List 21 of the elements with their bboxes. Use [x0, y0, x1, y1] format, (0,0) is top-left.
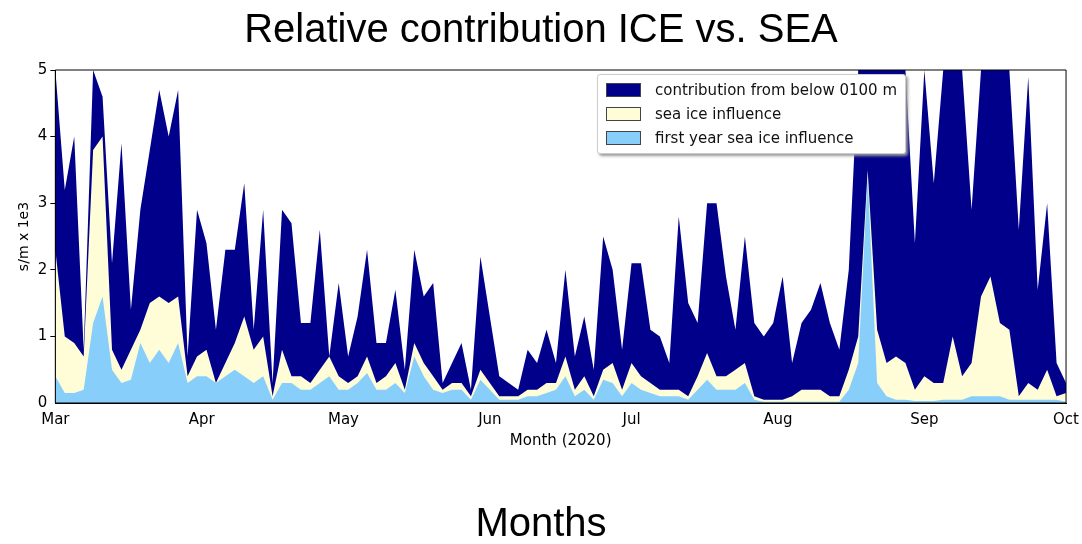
x-tick-label: May: [327, 409, 360, 428]
y-tick-label: 4: [37, 126, 48, 145]
legend-label: first year sea ice influence: [654, 129, 854, 147]
y-tick-label: 0: [37, 392, 48, 411]
y-tick-label: 1: [37, 326, 48, 345]
x-tick-label: Aug: [763, 409, 793, 428]
legend-label: contribution from below 0100 m: [654, 81, 897, 99]
text: Months: [474, 500, 608, 544]
x-tick-label: Jul: [621, 409, 641, 428]
x-axis-title: Month (2020): [509, 430, 612, 449]
y-tick-label: 2: [37, 259, 48, 278]
y-tick-label: 3: [37, 193, 48, 212]
chart-title: Relative contribution ICE vs. SEA: [243, 6, 839, 51]
x-tick-label: Jun: [477, 409, 502, 428]
x-tick-label: Mar: [41, 409, 71, 428]
y-axis-title: s/m x 1e3: [15, 201, 32, 272]
x-tick-label: Sep: [910, 409, 939, 428]
legend-label: sea ice influence: [654, 105, 782, 123]
x-tick-label: Oct: [1053, 409, 1080, 428]
x-tick-label: Apr: [188, 409, 216, 428]
y-tick-label: 5: [37, 59, 48, 78]
